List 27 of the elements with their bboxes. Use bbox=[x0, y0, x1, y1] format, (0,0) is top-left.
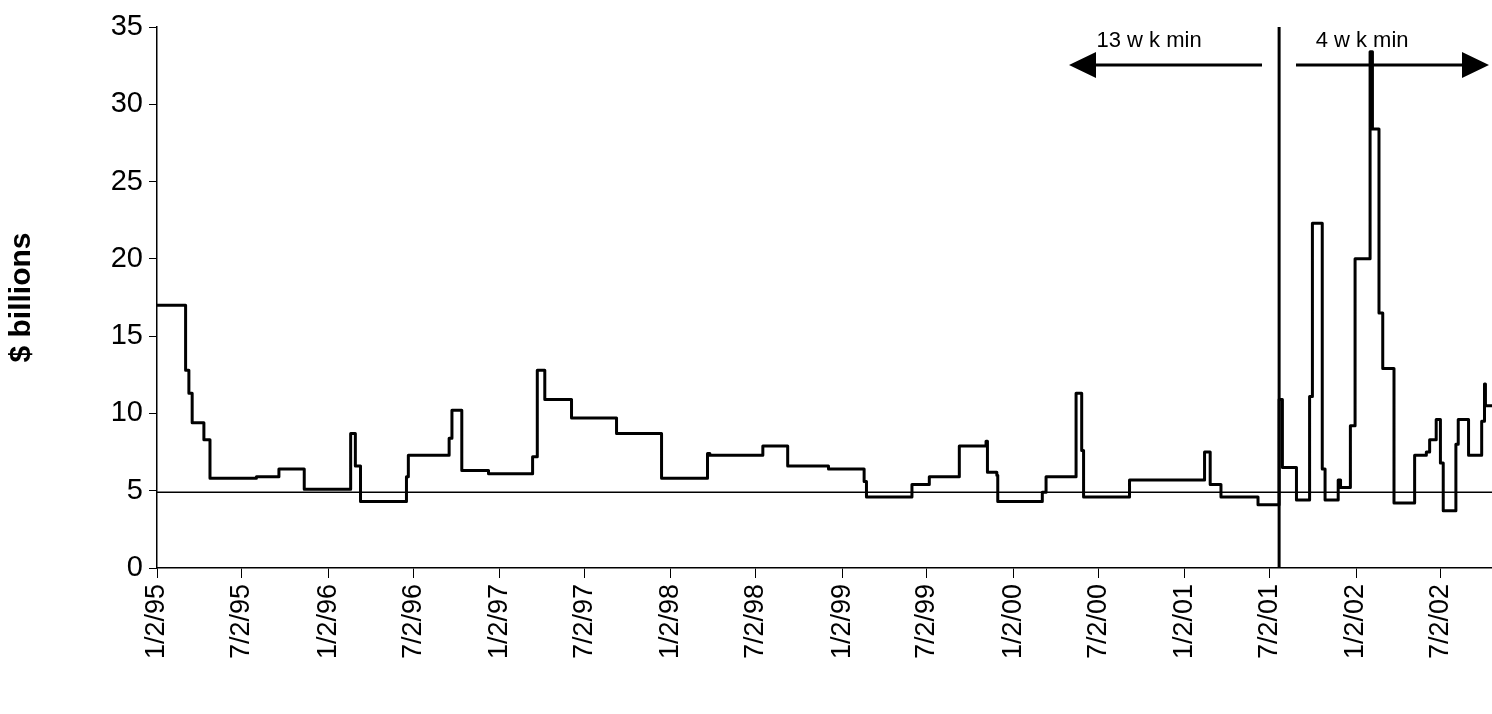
x-tick-label: 7/2/95 bbox=[225, 584, 256, 660]
annotation: 13 w k min bbox=[1096, 27, 1202, 53]
x-tick-label: 1/2/95 bbox=[140, 584, 171, 660]
x-tick-label: 1/2/00 bbox=[996, 584, 1027, 660]
x-tick-label: 1/2/01 bbox=[1168, 584, 1199, 660]
y-tick-label: 35 bbox=[110, 9, 143, 41]
x-tick-label: 7/2/02 bbox=[1424, 584, 1455, 660]
y-tick-label: 10 bbox=[110, 395, 143, 428]
x-tick-label: 7/2/00 bbox=[1082, 584, 1113, 660]
x-tick-label: 1/2/97 bbox=[483, 584, 514, 660]
x-tick-label: 1/2/96 bbox=[311, 584, 342, 660]
x-tick-label: 1/2/02 bbox=[1339, 584, 1370, 660]
y-tick-label: 30 bbox=[110, 86, 143, 119]
x-tick-label: 7/2/96 bbox=[396, 584, 427, 660]
y-tick-label: 15 bbox=[110, 318, 143, 351]
x-tick-label: 7/2/01 bbox=[1253, 584, 1284, 660]
x-tick-label: 7/2/99 bbox=[910, 584, 941, 660]
y-tick-label: 5 bbox=[126, 472, 143, 505]
y-tick-label: 20 bbox=[110, 240, 143, 273]
x-tick-label: 1/2/98 bbox=[654, 584, 685, 660]
annotation: 4 w k min bbox=[1315, 27, 1409, 53]
x-tick-label: 1/2/99 bbox=[825, 584, 856, 660]
x-tick-label: 7/2/98 bbox=[739, 584, 770, 660]
y-tick-label: 25 bbox=[110, 163, 143, 196]
y-axis-title: $ billions bbox=[3, 232, 37, 363]
y-tick-label: 0 bbox=[126, 550, 143, 582]
x-tick-label: 7/2/97 bbox=[568, 584, 599, 660]
